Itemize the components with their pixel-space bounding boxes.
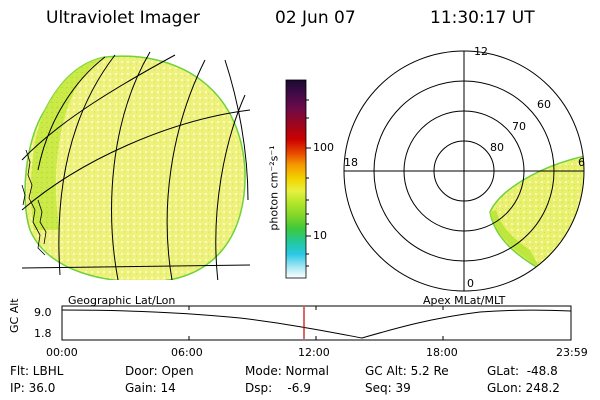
altitude-curve (61, 309, 572, 339)
altitude-xtick: 00:00 (46, 346, 78, 359)
ip-readout: IP: 36.0 (10, 381, 56, 395)
gc-alt-readout: GC Alt: 5.2 Re (365, 364, 449, 378)
date-readout: 02 Jun 07 (275, 8, 356, 28)
lat-label-60: 60 (537, 98, 551, 111)
mlt-label-18: 18 (344, 156, 358, 169)
uv-disk-limb (30, 57, 106, 230)
altitude-xtick: 18:00 (426, 346, 458, 359)
colorbar-gradient (285, 79, 307, 279)
glon-readout: GLon: 248.2 (487, 381, 560, 395)
altitude-x-ticks (61, 306, 572, 340)
seq-readout: Seq: 39 (365, 381, 411, 395)
mlt-label-12: 12 (474, 45, 488, 58)
altitude-ylabel: GC Alt (8, 298, 21, 333)
altitude-ytick-bottom: 1.8 (34, 327, 52, 340)
lat-label-80: 80 (490, 141, 504, 154)
gain-readout: Gain: 14 (125, 381, 176, 395)
altitude-xtick: 12:00 (298, 346, 330, 359)
altitude-xtick: 23:59 (556, 346, 588, 359)
colorbar-tick-100: 100 (313, 141, 334, 154)
door-readout: Door: Open (125, 364, 194, 378)
app-title: Ultraviolet Imager (46, 8, 200, 28)
colorbar-ticks (306, 99, 311, 267)
dsp-readout: Dsp: -6.9 (245, 381, 311, 395)
geo-map-label: Geographic Lat/Lon (68, 294, 176, 307)
mlt-label-6: 6 (578, 156, 585, 169)
colorbar-tick-10: 10 (313, 229, 327, 242)
time-readout: 11:30:17 UT (430, 8, 535, 28)
lat-label-70: 70 (512, 120, 526, 133)
coastline (21, 149, 47, 256)
latitude-grid (21, 54, 250, 269)
filter-readout: Flt: LBHL (10, 364, 64, 378)
altitude-xtick: 06:00 (171, 346, 203, 359)
polar-plot-label: Apex MLat/MLT (423, 294, 506, 307)
glat-readout: GLat: -48.8 (487, 364, 558, 378)
mode-readout: Mode: Normal (245, 364, 329, 378)
altitude-ytick-top: 9.0 (34, 306, 52, 319)
mlt-label-0: 0 (467, 277, 474, 290)
